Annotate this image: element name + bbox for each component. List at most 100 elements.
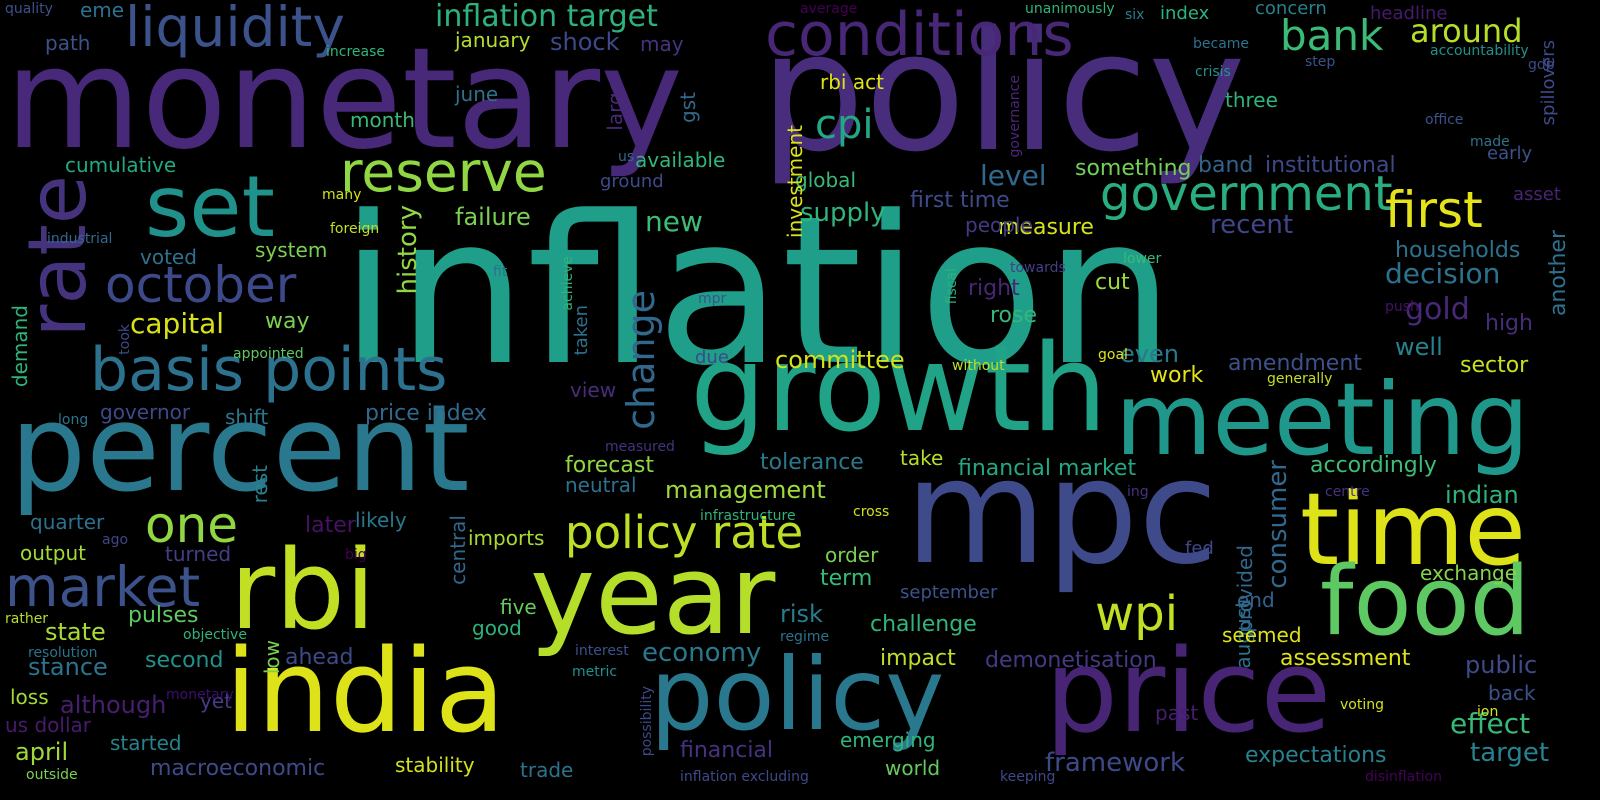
cloud-word: fiscal bbox=[944, 268, 960, 305]
cloud-word: investment bbox=[783, 125, 807, 238]
cloud-word: early bbox=[1487, 143, 1533, 164]
cloud-word: emerging bbox=[840, 728, 936, 752]
cloud-word: metric bbox=[572, 664, 618, 680]
cloud-word: keeping bbox=[1000, 769, 1056, 785]
cloud-word: high bbox=[1485, 311, 1533, 336]
cloud-word: yet bbox=[200, 689, 232, 713]
cloud-word: ground bbox=[600, 171, 664, 192]
cloud-word: food bbox=[1320, 547, 1530, 657]
cloud-word: measure bbox=[998, 215, 1094, 240]
cloud-word: voting bbox=[1340, 697, 1384, 713]
cloud-word: forecast bbox=[565, 453, 654, 478]
cloud-word: month bbox=[350, 108, 415, 132]
cloud-word: interest bbox=[575, 643, 629, 659]
cloud-word: take bbox=[900, 446, 944, 470]
cloud-word: rest bbox=[248, 465, 272, 504]
cloud-word: us bbox=[618, 149, 635, 165]
cloud-word: work bbox=[1150, 363, 1204, 388]
cloud-word: taken bbox=[571, 305, 592, 356]
cloud-word: rose bbox=[990, 303, 1038, 328]
cloud-word: centre bbox=[1325, 484, 1370, 500]
cloud-word: end bbox=[1237, 588, 1275, 612]
cloud-word: january bbox=[455, 28, 531, 52]
cloud-word: later bbox=[305, 513, 356, 538]
cloud-word: resolution bbox=[28, 645, 98, 661]
cloud-word: macroeconomic bbox=[150, 756, 326, 781]
cloud-word: institutional bbox=[1265, 153, 1396, 178]
cloud-word: turned bbox=[165, 542, 232, 566]
cloud-word: industrial bbox=[47, 231, 113, 247]
cloud-word: rather bbox=[5, 611, 49, 627]
cloud-word: possibility bbox=[639, 686, 655, 757]
cloud-word: demonetisation bbox=[985, 648, 1157, 673]
cloud-word: increase bbox=[326, 44, 386, 60]
cloud-word: achieve bbox=[560, 256, 576, 311]
cloud-word: liquidity bbox=[125, 0, 345, 59]
cloud-word: assessment bbox=[1280, 646, 1411, 671]
cloud-word: ion bbox=[1477, 704, 1499, 720]
cloud-word: policy rate bbox=[565, 506, 804, 559]
cloud-word: although bbox=[60, 691, 167, 719]
cloud-word: cut bbox=[1095, 270, 1130, 295]
cloud-word: without bbox=[952, 358, 1005, 374]
cloud-word: seemed bbox=[1222, 623, 1302, 647]
cloud-word: another bbox=[1546, 230, 1571, 317]
cloud-word: price bbox=[1045, 625, 1332, 759]
cloud-word: past bbox=[1155, 701, 1199, 725]
cloud-word: exchange bbox=[1420, 561, 1518, 585]
cloud-word: six bbox=[1125, 7, 1145, 23]
cloud-word: pulses bbox=[128, 603, 199, 628]
cloud-word: concern bbox=[1255, 0, 1327, 19]
cloud-word: households bbox=[1395, 238, 1521, 263]
cloud-word: management bbox=[665, 476, 826, 504]
cloud-word: financial bbox=[680, 738, 774, 763]
cloud-word: public bbox=[1465, 651, 1538, 679]
cloud-word: indian bbox=[1445, 481, 1519, 509]
cloud-word: appointed bbox=[233, 346, 304, 362]
cloud-word: became bbox=[1193, 36, 1250, 52]
cloud-word: lower bbox=[1123, 251, 1162, 267]
cloud-word: set bbox=[145, 158, 275, 257]
cloud-word: world bbox=[885, 756, 941, 780]
cloud-word: index bbox=[1160, 3, 1210, 24]
cloud-word: objective bbox=[183, 627, 247, 643]
cloud-word: financial market bbox=[958, 456, 1137, 481]
cloud-word: committee bbox=[775, 346, 905, 374]
cloud-word: well bbox=[1395, 333, 1443, 361]
cloud-word: order bbox=[825, 543, 879, 567]
cloud-word: likely bbox=[355, 508, 407, 532]
cloud-word: gdp bbox=[1528, 57, 1555, 73]
cloud-word: conditions bbox=[765, 0, 1074, 70]
cloud-word: policy bbox=[760, 0, 1246, 188]
cloud-word: target bbox=[1470, 738, 1550, 768]
cloud-word: office bbox=[1425, 112, 1464, 128]
cloud-word: second bbox=[145, 648, 224, 673]
cloud-word: reserve bbox=[340, 140, 547, 204]
cloud-word: change bbox=[619, 290, 663, 430]
cloud-word: mpr bbox=[698, 291, 727, 307]
cloud-word: made bbox=[1470, 134, 1510, 150]
cloud-word: governance bbox=[1007, 75, 1023, 158]
cloud-word: policy bbox=[650, 636, 945, 753]
cloud-word: june bbox=[455, 82, 499, 106]
cloud-word: crisis bbox=[1195, 64, 1231, 80]
cloud-word: low bbox=[260, 640, 284, 675]
cloud-word: available bbox=[635, 148, 726, 172]
cloud-word: supply bbox=[800, 198, 886, 228]
cloud-word: shock bbox=[550, 28, 620, 56]
cloud-word: risk bbox=[780, 600, 823, 628]
cloud-word: sector bbox=[1460, 353, 1529, 378]
cloud-word: india bbox=[225, 625, 506, 759]
cloud-word: central bbox=[446, 515, 470, 585]
cloud-word: started bbox=[110, 731, 182, 755]
cloud-word: right bbox=[968, 276, 1020, 301]
cloud-word: stability bbox=[395, 753, 475, 777]
cloud-word: accountability bbox=[1430, 43, 1529, 59]
cloud-word: unanimously bbox=[1025, 1, 1115, 17]
cloud-word: consumer bbox=[1263, 460, 1293, 589]
cloud-word: basis points bbox=[90, 335, 448, 405]
cloud-word: tolerance bbox=[760, 450, 864, 475]
cloud-word: five bbox=[500, 595, 537, 619]
cloud-word: term bbox=[820, 566, 873, 591]
